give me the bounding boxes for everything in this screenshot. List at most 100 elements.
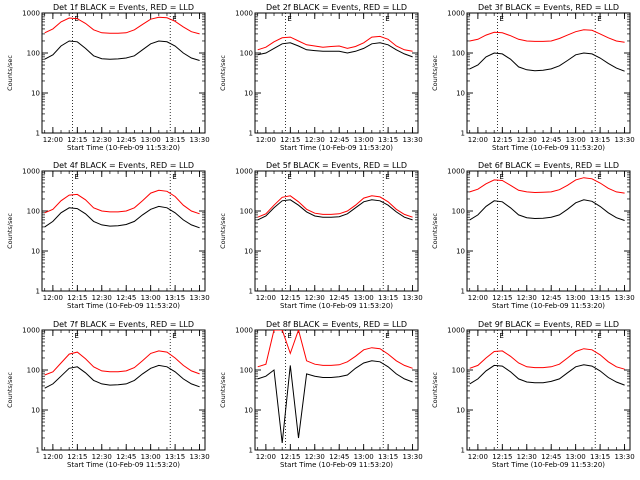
event-marker-label: E xyxy=(287,15,291,23)
event-marker-label: E xyxy=(499,332,503,340)
x-tick-label: 13:15 xyxy=(165,294,185,302)
y-tick-label: 100 xyxy=(27,208,40,216)
y-tick-label: 1 xyxy=(249,447,253,455)
lld-series-line xyxy=(257,330,413,369)
x-tick-label: 12:00 xyxy=(256,453,276,461)
x-tick-label: 13:15 xyxy=(590,294,610,302)
x-tick-label: 12:00 xyxy=(43,294,63,302)
x-tick-label: 13:15 xyxy=(165,136,185,144)
y-axis-label: Counts/sec xyxy=(431,55,439,91)
plot-frame xyxy=(41,12,206,134)
panel-title: Det 5f BLACK = Events, RED = LLD xyxy=(266,161,407,170)
plot-frame xyxy=(254,329,419,451)
y-tick-label: 1000 xyxy=(22,10,40,18)
x-tick-label: 13:00 xyxy=(141,453,161,461)
lld-series-line xyxy=(469,348,625,370)
x-tick-label: 12:15 xyxy=(67,136,87,144)
plot-frame xyxy=(466,329,631,451)
x-tick-label: 13:00 xyxy=(566,294,586,302)
x-tick-label: 12:15 xyxy=(492,294,512,302)
x-tick-label: 12:30 xyxy=(517,453,537,461)
x-tick-label: 12:00 xyxy=(43,453,63,461)
events-series-line xyxy=(469,199,625,221)
x-tick-label: 12:15 xyxy=(67,294,87,302)
y-tick-label: 1000 xyxy=(235,327,253,335)
x-tick-label: 13:30 xyxy=(614,294,634,302)
x-tick-label: 12:15 xyxy=(280,294,300,302)
y-tick-label: 1 xyxy=(461,288,465,296)
plot-frame xyxy=(466,170,631,292)
x-tick-label: 12:45 xyxy=(541,136,561,144)
x-tick-label: 12:15 xyxy=(492,453,512,461)
plot-frame xyxy=(254,170,419,292)
x-tick-label: 12:00 xyxy=(468,294,488,302)
x-tick-label: 13:00 xyxy=(141,294,161,302)
x-tick-label: 13:30 xyxy=(189,453,209,461)
panel-5: Det 5f BLACK = Events, RED = LLD 1 10 100 10… xyxy=(219,161,423,310)
x-tick-label: 13:00 xyxy=(566,453,586,461)
y-tick-label: 1000 xyxy=(447,168,465,176)
y-tick-label: 100 xyxy=(240,367,253,375)
x-tick-label: 12:30 xyxy=(305,136,325,144)
x-tick-label: 13:30 xyxy=(189,294,209,302)
x-axis-label: Start Time (10-Feb-09 11:53:20) xyxy=(67,144,180,152)
event-marker-label: E xyxy=(499,15,503,23)
panel-title: Det 1f BLACK = Events, RED = LLD xyxy=(53,3,194,12)
x-tick-label: 13:15 xyxy=(378,294,398,302)
y-tick-label: 10 xyxy=(31,407,40,415)
event-marker-label: E xyxy=(172,173,176,181)
y-tick-label: 10 xyxy=(31,90,40,98)
panel-2: Det 2f BLACK = Events, RED = LLD 1 10 100 10… xyxy=(219,3,423,152)
plot-frame xyxy=(466,12,631,134)
events-series-line xyxy=(257,199,413,221)
event-marker-label: E xyxy=(287,332,291,340)
x-axis-label: Start Time (10-Feb-09 11:53:20) xyxy=(280,302,393,310)
x-tick-label: 12:00 xyxy=(468,453,488,461)
lld-series-line xyxy=(469,177,625,194)
panel-title: Det 8f BLACK = Events, RED = LLD xyxy=(266,320,407,329)
x-axis-label: Start Time (10-Feb-09 11:53:20) xyxy=(280,461,393,469)
panel-title: Det 3f BLACK = Events, RED = LLD xyxy=(478,3,619,12)
y-tick-label: 10 xyxy=(244,248,253,256)
y-tick-label: 10 xyxy=(456,90,465,98)
panel-3: Det 3f BLACK = Events, RED = LLD 1 10 100 10… xyxy=(431,3,635,152)
panel-title: Det 6f BLACK = Events, RED = LLD xyxy=(478,161,619,170)
y-tick-label: 100 xyxy=(452,367,465,375)
x-tick-label: 13:15 xyxy=(378,453,398,461)
x-tick-label: 12:00 xyxy=(43,136,63,144)
event-marker-label: E xyxy=(172,332,176,340)
x-tick-label: 12:15 xyxy=(67,453,87,461)
y-tick-label: 100 xyxy=(240,208,253,216)
x-tick-label: 12:45 xyxy=(116,453,136,461)
event-marker-label: E xyxy=(287,173,291,181)
event-marker-label: E xyxy=(597,332,601,340)
event-marker-label: E xyxy=(499,173,503,181)
y-tick-label: 10 xyxy=(244,90,253,98)
y-tick-label: 1 xyxy=(249,130,253,138)
y-axis-label: Counts/sec xyxy=(6,55,14,91)
panel-1: Det 1f BLACK = Events, RED = LLD 1 10 100 10… xyxy=(6,3,210,152)
y-tick-label: 10 xyxy=(456,248,465,256)
x-tick-label: 13:30 xyxy=(402,294,422,302)
x-tick-label: 12:45 xyxy=(329,136,349,144)
x-tick-label: 12:00 xyxy=(468,136,488,144)
x-tick-label: 13:30 xyxy=(402,453,422,461)
x-tick-label: 13:00 xyxy=(141,136,161,144)
events-series-line xyxy=(44,364,200,389)
y-tick-label: 1 xyxy=(36,130,40,138)
x-tick-label: 13:30 xyxy=(614,136,634,144)
y-axis-label: Counts/sec xyxy=(219,213,227,249)
x-axis-label: Start Time (10-Feb-09 11:53:20) xyxy=(492,461,605,469)
y-axis-label: Counts/sec xyxy=(219,372,227,408)
event-marker-label: E xyxy=(597,15,601,23)
events-series-line xyxy=(257,42,413,58)
y-tick-label: 100 xyxy=(452,208,465,216)
panel-4: Det 4f BLACK = Events, RED = LLD 1 10 100 10… xyxy=(6,161,210,310)
x-tick-label: 13:00 xyxy=(354,453,374,461)
lld-series-line xyxy=(44,16,200,35)
x-tick-label: 13:00 xyxy=(354,136,374,144)
event-marker-label: E xyxy=(172,15,176,23)
y-tick-label: 100 xyxy=(240,50,253,58)
x-tick-label: 12:15 xyxy=(280,136,300,144)
